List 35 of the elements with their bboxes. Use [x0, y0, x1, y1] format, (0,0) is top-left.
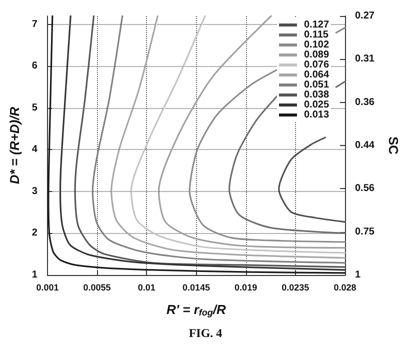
- legend-label: 0.115: [304, 30, 329, 40]
- x-tick-label: 0.0145: [182, 282, 210, 292]
- legend-label: 0.102: [304, 40, 330, 50]
- y-tick-label: 2: [32, 228, 38, 239]
- category-label: 0.31: [355, 54, 374, 65]
- legend-label: 0.051: [304, 80, 330, 90]
- y-tick-label: 1: [32, 270, 38, 280]
- x-tick-label: 0.0055: [83, 282, 111, 292]
- category-label: 0.36: [355, 96, 374, 108]
- legend-label: 0.013: [304, 110, 330, 120]
- y-tick-label: 7: [32, 18, 38, 30]
- legend-label: 0.064: [304, 70, 330, 80]
- x-tick-label: 0.028: [334, 282, 356, 292]
- y2-axis-title: SC: [386, 136, 401, 156]
- y-tick-label: 5: [32, 102, 38, 114]
- caption: FIG. 4: [188, 326, 222, 340]
- y-tick-label: 3: [32, 186, 38, 197]
- legend-label: 0.025: [304, 100, 330, 110]
- legend-label: 0.076: [304, 60, 330, 70]
- x-tick-label: 0.0235: [282, 282, 310, 292]
- x-tick-label: 0.01: [138, 282, 156, 292]
- category-label: 1: [355, 270, 361, 280]
- legend-label: 0.038: [304, 90, 330, 100]
- category-label: 0.75: [355, 226, 374, 238]
- y-tick-label: 6: [32, 60, 38, 72]
- y-axis-title: D* = (R+D)/R: [7, 106, 22, 184]
- category-label: 0.44: [355, 140, 374, 151]
- legend-label: 0.127: [304, 20, 330, 30]
- line-series: [278, 136, 346, 223]
- legend-label: 0.089: [304, 50, 330, 60]
- x-tick-label: 0.001: [36, 282, 59, 292]
- x-tick-label: 0.019: [234, 282, 258, 292]
- y-tick-label: 4: [32, 144, 38, 156]
- category-label: 0.56: [355, 183, 374, 194]
- category-label: 0.27: [355, 10, 374, 22]
